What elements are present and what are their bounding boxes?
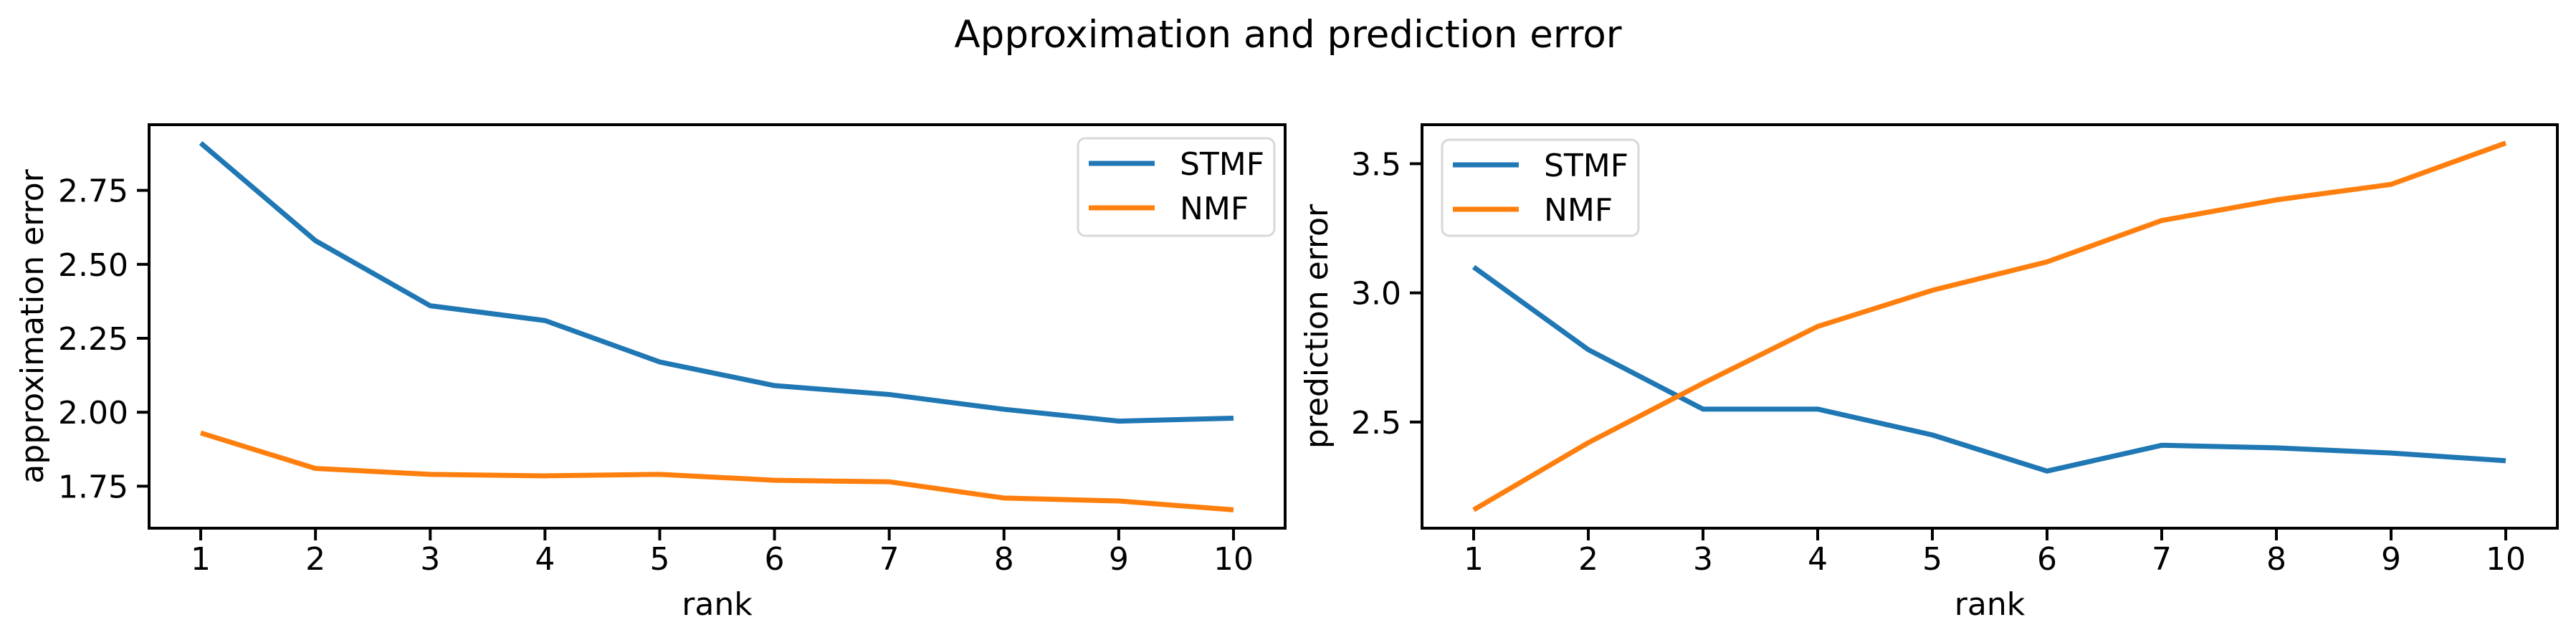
y-tick-label: 3.0 <box>1351 276 1401 312</box>
x-tick-label: 10 <box>2486 541 2526 578</box>
x-tick-label: 8 <box>2266 541 2286 578</box>
y-tick-label: 2.75 <box>58 173 128 210</box>
series-line-nmf <box>200 430 1234 512</box>
x-tick-label: 1 <box>191 541 211 578</box>
legend-label-stmf: STMF <box>1180 146 1264 183</box>
x-tick-label: 2 <box>1578 541 1598 578</box>
x-tick-label: 5 <box>1922 541 1942 578</box>
series-line-nmf <box>1472 140 2507 512</box>
x-tick-label: 7 <box>2152 541 2172 578</box>
x-tick-label: 9 <box>1109 541 1129 578</box>
legend: STMF NMF <box>1077 137 1276 237</box>
x-tick-label: 10 <box>1213 541 1254 578</box>
x-tick-label: 2 <box>305 541 325 578</box>
x-tick-label: 5 <box>649 541 669 578</box>
approximation-error-chart: 1 2 3 4 5 6 7 8 9 10 1.75 2.00 2.25 2.50 2.75 rank appro… <box>14 123 1287 623</box>
x-axis-label: rank <box>1955 586 2026 623</box>
y-tick-label: 2.00 <box>58 395 128 431</box>
x-tick-label: 6 <box>765 541 785 578</box>
series-line-stmf <box>199 140 1234 424</box>
series-line-stmf <box>1471 264 2506 474</box>
y-tick-label: 1.75 <box>58 469 128 505</box>
x-tick-label: 4 <box>1808 541 1828 578</box>
legend-label-stmf: STMF <box>1544 148 1628 184</box>
legend-label-nmf: NMF <box>1180 191 1249 227</box>
x-tick-label: 3 <box>1693 541 1713 578</box>
x-tick-label: 4 <box>535 541 555 578</box>
x-tick-label: 6 <box>2037 541 2057 578</box>
y-tick-label: 2.5 <box>1351 405 1401 441</box>
x-tick-label: 7 <box>879 541 900 578</box>
plot-border <box>1421 123 2559 530</box>
y-axis-label: prediction error <box>1299 204 1335 449</box>
x-tick-label: 1 <box>1464 541 1484 578</box>
y-axis-label: approximation error <box>14 168 51 483</box>
prediction-error-chart: 1 2 3 4 5 6 7 8 9 10 2.5 3.0 3.5 rank prediction error… <box>1299 123 2559 623</box>
figure-title: Approximation and prediction error <box>954 13 1622 57</box>
y-tick-label: 2.25 <box>58 321 128 358</box>
x-tick-label: 3 <box>420 541 440 578</box>
y-tick-label: 2.50 <box>58 247 128 284</box>
y-tick-label: 3.5 <box>1351 146 1401 183</box>
x-tick-label: 8 <box>994 541 1014 578</box>
x-tick-label: 9 <box>2381 541 2401 578</box>
legend-label-nmf: NMF <box>1544 192 1613 229</box>
plot-border <box>148 123 1287 530</box>
legend: STMF NMF <box>1441 138 1640 237</box>
x-axis-label: rank <box>682 586 753 623</box>
